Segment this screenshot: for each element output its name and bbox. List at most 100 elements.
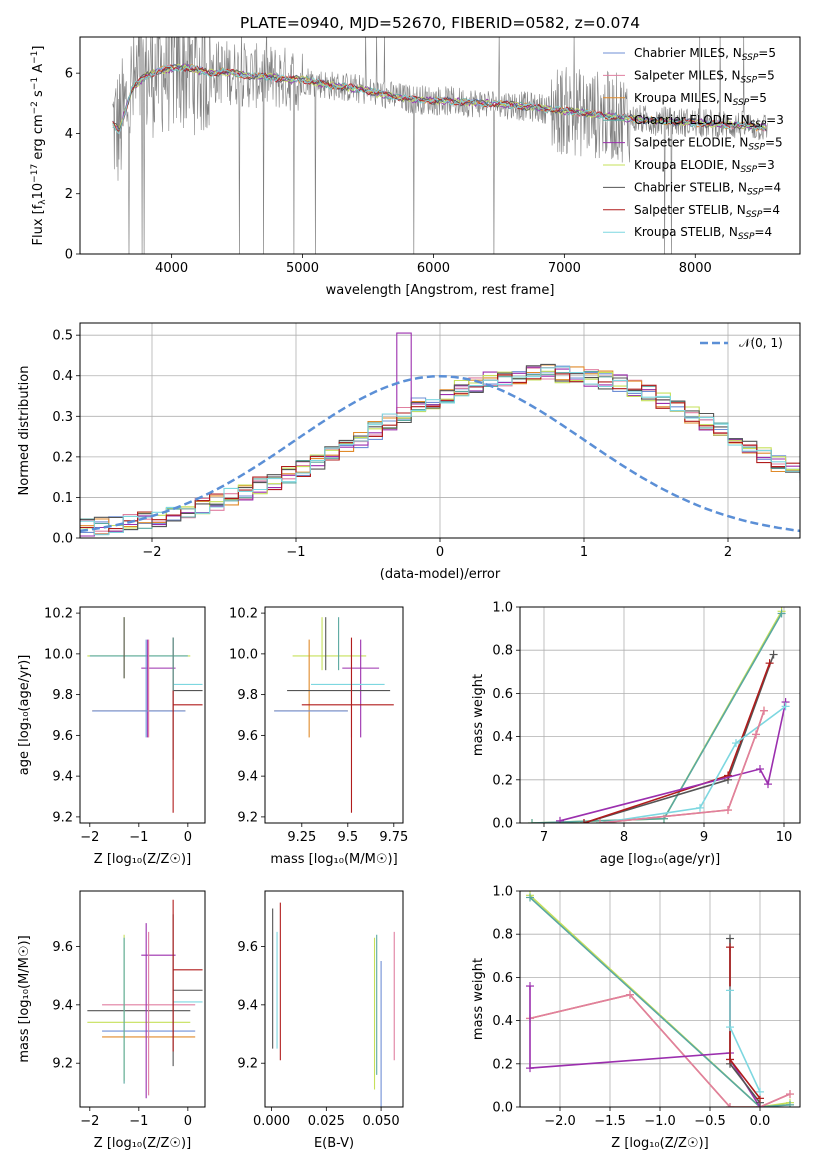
y-tick-label: 10.2	[44, 607, 73, 622]
histogram-steps	[80, 366, 800, 536]
x-tick-label: −1	[129, 1114, 148, 1129]
x-tick-label: −2	[80, 1114, 99, 1129]
y-tick-label: 9.4	[237, 770, 258, 785]
x-axis-label: age [log₁₀(age/yr)]	[600, 852, 721, 867]
y-tick-label: 0.1	[52, 491, 73, 506]
y-label-part: λ	[38, 199, 48, 205]
x-axis-label: mass [log₁₀(M/M☉)]	[270, 852, 397, 867]
legend-value: =5	[758, 46, 776, 60]
spectrum-legend: Chabrier MILES, NSSP=5 Salpeter MILES, NS…	[603, 46, 784, 242]
y-tick-label: 1.0	[492, 601, 513, 616]
plot-area-mass-vs-EBV	[272, 902, 395, 1107]
x-tick-label: −0.5	[694, 1114, 726, 1129]
y-label-part: ]	[31, 46, 46, 51]
legend-entry-text: Kroupa STELIB, NSSP=4	[634, 225, 772, 242]
mass-weight-line	[599, 710, 765, 823]
axes-frame	[79, 890, 206, 1108]
legend-subscript: SSP	[738, 232, 755, 242]
axes-frame	[79, 606, 206, 824]
mass-weight-line	[529, 986, 761, 1107]
y-tick-label: 0.4	[52, 369, 73, 384]
x-tick-label: −2.0	[544, 1114, 576, 1129]
x-tick-label: 0.025	[308, 1114, 345, 1129]
x-tick-label: 7	[540, 830, 548, 845]
mass-weight-line	[531, 613, 783, 823]
plot-area-massweight-vs-Z	[526, 891, 794, 1107]
y-tick-label: 0.8	[492, 644, 513, 659]
plot-area-mass-vs-Z	[87, 899, 203, 1099]
y-tick-label: 9.6	[237, 729, 258, 744]
mass-weight-line	[729, 990, 761, 1093]
legend-subscript: SSP	[733, 98, 750, 108]
legend-value: =4	[754, 225, 772, 239]
legend-value: =3	[766, 113, 784, 127]
legend-value: =4	[764, 180, 782, 194]
x-axis-label: E(B-V)	[314, 1136, 354, 1151]
y-axis-label: mass weight	[471, 958, 486, 1040]
y-axis-label: Normed distribution	[17, 366, 32, 496]
x-tick-label: 10	[776, 830, 793, 845]
x-tick-label: −1.0	[644, 1114, 676, 1129]
axes-frame	[79, 36, 801, 255]
y-tick-label: 9.6	[237, 940, 258, 955]
axes-frame	[264, 890, 404, 1108]
y-tick-label: 0.4	[492, 1014, 513, 1029]
y-tick-label: 9.6	[52, 940, 73, 955]
y-label-part: −1	[30, 51, 40, 64]
x-tick-label: −2	[142, 545, 161, 560]
mass-weight-line	[529, 896, 791, 1107]
legend-subscript: SSP	[748, 143, 765, 153]
y-tick-label: 1.0	[492, 885, 513, 900]
x-tick-label: 8000	[679, 261, 712, 276]
plot-area-age-vs-mass	[274, 617, 394, 813]
x-tick-label: 9.5	[337, 830, 358, 845]
legend-entry-text: Chabrier STELIB, NSSP=4	[634, 180, 781, 197]
x-axis-label: Z [log₁₀(Z/Z☉)]	[611, 1136, 708, 1151]
y-tick-label: 9.2	[237, 1057, 258, 1072]
y-tick-label: 0.4	[492, 730, 513, 745]
legend-entry-text: Salpeter MILES, NSSP=5	[634, 68, 775, 85]
legend-entry-text: Kroupa ELODIE, NSSP=3	[634, 158, 775, 175]
y-tick-label: 9.4	[52, 770, 73, 785]
legend-subscript: SSP	[741, 75, 758, 85]
axes-spectrum: 4000 5000 6000 7000 8000 0 2 4 6 wavelength [Angs…	[30, 36, 801, 298]
axes-frame	[519, 606, 801, 824]
x-tick-label: 9	[700, 830, 708, 845]
mass-weight-line	[599, 710, 765, 823]
x-tick-label: 4000	[155, 261, 188, 276]
x-tick-label: 0	[436, 545, 444, 560]
axes-massweight-vs-age: 7 8 9 10 0.0 0.2 0.4 0.6 0.8 1.0 age [log₁₀(age/yr…	[471, 601, 801, 867]
y-tick-label: 0.2	[492, 773, 513, 788]
x-tick-label: −1.5	[594, 1114, 626, 1129]
y-tick-label: 0.6	[492, 687, 513, 702]
y-axis-label: Flux [fλ10−17 erg cm−2 s−1 A−1]	[30, 46, 48, 246]
y-tick-label: 2	[65, 187, 73, 202]
legend-entry-text: Chabrier MILES, NSSP=5	[634, 46, 776, 63]
legend-value: =4	[762, 203, 780, 217]
plot-area-age-vs-Z	[87, 617, 203, 813]
x-axis-label: Z [log₁₀(Z/Z☉)]	[94, 1136, 191, 1151]
legend-value: =3	[757, 158, 775, 172]
y-tick-label: 0.0	[492, 817, 513, 832]
legend-subscript: SSP	[750, 120, 767, 130]
x-tick-label: 0.000	[253, 1114, 290, 1129]
axes-frame	[79, 322, 801, 539]
x-tick-label: 0	[184, 1114, 192, 1129]
model-fit-line	[112, 63, 767, 131]
model-fit-line	[112, 64, 767, 132]
observed-spectrum-line	[112, 37, 768, 254]
axes-frame	[264, 606, 404, 824]
y-label-part: −2	[30, 101, 40, 114]
figure-title: PLATE=0940, MJD=52670, FIBERID=0582, z=0…	[240, 14, 640, 32]
axes-massweight-vs-Z: −2.0 −1.5 −1.0 −0.5 0.0 0.0 0.2 0.4 0.6 0.8 1.0 Z […	[471, 885, 801, 1151]
x-tick-label: −2	[80, 830, 99, 845]
x-tick-label: −1	[286, 545, 305, 560]
x-tick-label: 5000	[286, 261, 319, 276]
y-tick-label: 0.3	[52, 410, 73, 425]
y-tick-label: 0	[65, 248, 73, 263]
x-tick-label: 2	[724, 545, 732, 560]
legend-value: =5	[749, 91, 767, 105]
x-tick-label: 8	[620, 830, 628, 845]
y-tick-label: 0.8	[492, 928, 513, 943]
